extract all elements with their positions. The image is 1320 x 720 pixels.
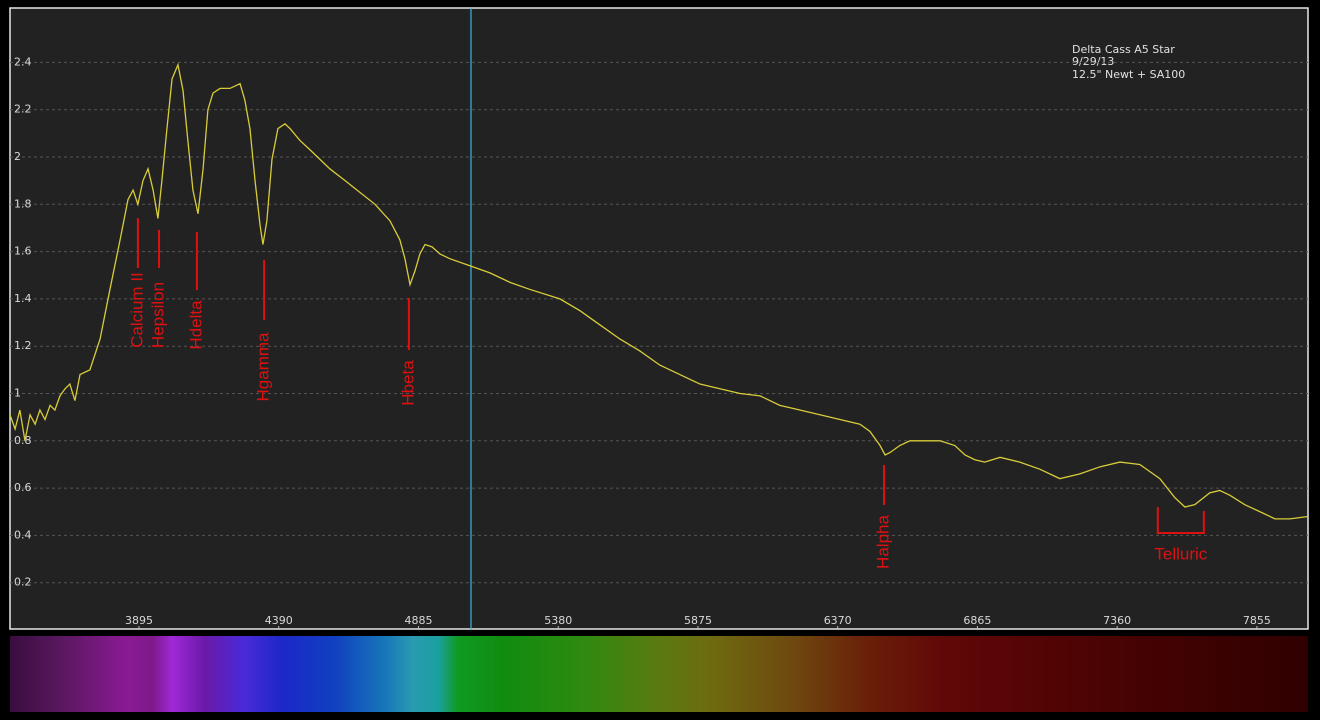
x-tick-label: 6865 — [963, 614, 991, 627]
x-tick-label: 5380 — [544, 614, 572, 627]
info-line: 12.5" Newt + SA100 — [1072, 68, 1185, 81]
x-tick-label: 3895 — [125, 614, 153, 627]
spectrum-line — [9, 62, 1309, 520]
y-tick-label: 1.8 — [14, 197, 32, 210]
info-line: 9/29/13 — [1072, 55, 1114, 68]
x-tick-label: 5875 — [684, 614, 712, 627]
y-tick-label: 1.4 — [14, 292, 32, 305]
annotation-label: Hgamma — [254, 332, 273, 402]
info-line: Delta Cass A5 Star — [1072, 43, 1175, 56]
y-tick-label: 1.2 — [14, 339, 32, 352]
x-tick-label: 4885 — [404, 614, 432, 627]
y-tick-label: 1.6 — [14, 245, 32, 258]
annotation-label: Telluric — [1154, 544, 1207, 563]
plot-area — [9, 7, 1309, 630]
y-tick-label: 2.2 — [14, 103, 32, 116]
x-tick-label: 6370 — [824, 614, 852, 627]
y-tick-label: 0.2 — [14, 576, 32, 589]
spectrum-strip — [10, 636, 1308, 712]
y-tick-label: 1 — [14, 386, 21, 399]
annotation-label: Hbeta — [398, 360, 417, 406]
annotation-bracket — [1156, 507, 1205, 534]
y-tick-label: 0.6 — [14, 481, 32, 494]
x-tick-label: 7360 — [1103, 614, 1131, 627]
y-tick-label: 0.4 — [14, 528, 32, 541]
y-tick-label: 2.4 — [14, 55, 32, 68]
y-tick-label: 0.8 — [14, 434, 32, 447]
annotation-label: Hepsilon — [149, 282, 168, 348]
y-tick-label: 2 — [14, 150, 21, 163]
x-tick-label: 7855 — [1243, 614, 1271, 627]
annotation-label: Calcium II — [127, 272, 146, 348]
x-tick-label: 4390 — [265, 614, 293, 627]
annotation-label: Hdelta — [186, 300, 205, 350]
annotation-label: Halpha — [873, 515, 892, 569]
